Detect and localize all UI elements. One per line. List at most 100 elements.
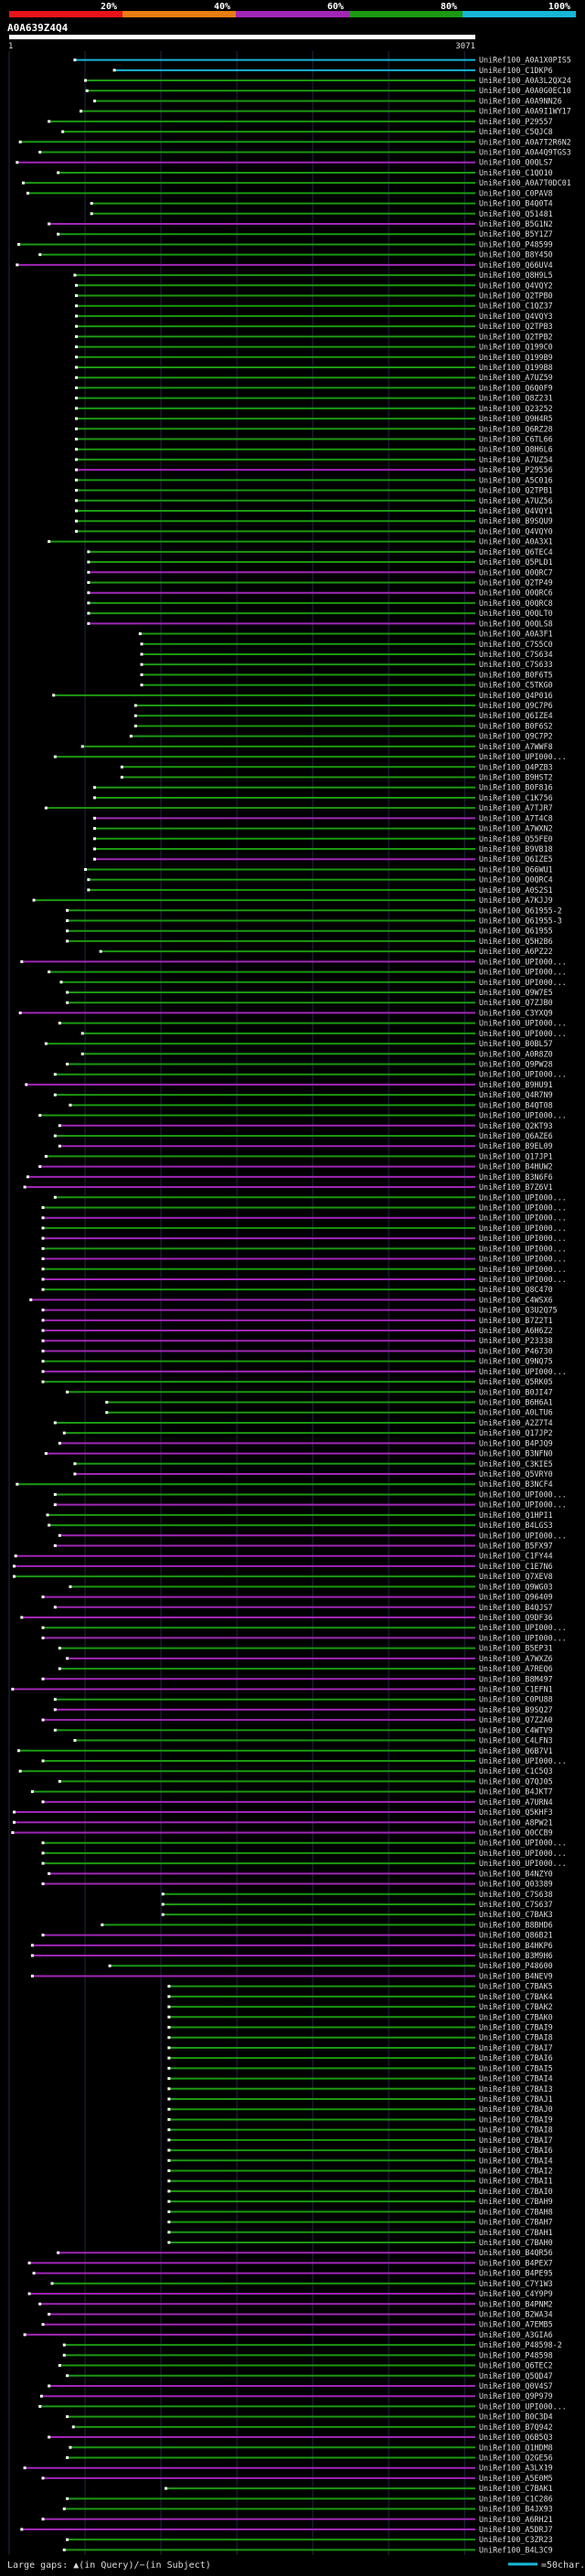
hit-label[interactable]: UniRef100_B4QR56 bbox=[479, 2248, 553, 2257]
hit-label[interactable]: UniRef100_C7S633 bbox=[479, 660, 553, 669]
hit-label[interactable]: UniRef100_C3ZR23 bbox=[479, 2535, 553, 2544]
hit-label[interactable]: UniRef100_C7BAI7 bbox=[479, 2043, 553, 2052]
hit-label[interactable]: UniRef100_C1QZ37 bbox=[479, 302, 553, 311]
hit-label[interactable]: UniRef100_C7BAI4 bbox=[479, 2074, 553, 2083]
hit-label[interactable]: UniRef100_C1C286 bbox=[479, 2494, 553, 2503]
hit-label[interactable]: UniRef100_Q6B5Q3 bbox=[479, 2433, 553, 2442]
hit-label[interactable]: UniRef100_A0A9I1WY17 bbox=[479, 107, 571, 116]
hit-label[interactable]: UniRef100_Q6RZ28 bbox=[479, 424, 553, 433]
hit-label[interactable]: UniRef100_Q03389 bbox=[479, 1880, 553, 1889]
hit-label[interactable]: UniRef100_Q0CCB9 bbox=[479, 1828, 553, 1837]
hit-label[interactable]: UniRef100_A0R8Z0 bbox=[479, 1049, 553, 1058]
hit-label[interactable]: UniRef100_A5DRJ7 bbox=[479, 2525, 553, 2534]
hit-label[interactable]: UniRef100_UPI000... bbox=[479, 2401, 567, 2411]
hit-label[interactable]: UniRef100_C7BAH7 bbox=[479, 2218, 553, 2227]
hit-label[interactable]: UniRef100_C1FY44 bbox=[479, 1552, 553, 1561]
hit-label[interactable]: UniRef100_B3NCF4 bbox=[479, 1479, 553, 1489]
hit-label[interactable]: UniRef100_C7BAK5 bbox=[479, 1982, 553, 1991]
hit-label[interactable]: UniRef100_C7BAI9 bbox=[479, 2023, 553, 2032]
hit-label[interactable]: UniRef100_Q96409 bbox=[479, 1593, 553, 1602]
hit-label[interactable]: UniRef100_C7BAK1 bbox=[479, 2484, 553, 2493]
hit-label[interactable]: UniRef100_B7Z2T1 bbox=[479, 1316, 553, 1325]
hit-label[interactable]: UniRef100_C1C5Q3 bbox=[479, 1766, 553, 1776]
hit-label[interactable]: UniRef100_C7BAI6 bbox=[479, 2146, 553, 2155]
hit-label[interactable]: UniRef100_C7BAK2 bbox=[479, 2002, 553, 2011]
hit-label[interactable]: UniRef100_P48598 bbox=[479, 2350, 553, 2359]
hit-label[interactable]: UniRef100_C6TL66 bbox=[479, 434, 553, 443]
hit-label[interactable]: UniRef100_C7BAH8 bbox=[479, 2207, 553, 2216]
hit-label[interactable]: UniRef100_B4Q0T4 bbox=[479, 199, 553, 208]
hit-label[interactable]: UniRef100_B9HST2 bbox=[479, 773, 553, 782]
hit-label[interactable]: UniRef100_B5G1N2 bbox=[479, 219, 553, 228]
hit-label[interactable]: UniRef100_A0A3L2QX24 bbox=[479, 76, 571, 85]
hit-label[interactable]: UniRef100_B4LGS3 bbox=[479, 1521, 553, 1530]
hit-label[interactable]: UniRef100_Q2TP49 bbox=[479, 578, 553, 587]
hit-label[interactable]: UniRef100_Q9DF36 bbox=[479, 1613, 553, 1622]
hit-label[interactable]: UniRef100_B9SQU9 bbox=[479, 516, 553, 525]
hit-label[interactable]: UniRef100_Q61955 bbox=[479, 927, 553, 936]
hit-label[interactable]: UniRef100_B4HUW2 bbox=[479, 1162, 553, 1171]
hit-label[interactable]: UniRef100_UPI000... bbox=[479, 1203, 567, 1212]
hit-label[interactable]: UniRef100_Q55FE0 bbox=[479, 834, 553, 843]
hit-label[interactable]: UniRef100_Q4R7N9 bbox=[479, 1090, 553, 1099]
hit-label[interactable]: UniRef100_A7UZ59 bbox=[479, 373, 553, 382]
hit-label[interactable]: UniRef100_B4PNM2 bbox=[479, 2299, 553, 2308]
hit-label[interactable]: UniRef100_P48598-2 bbox=[479, 2340, 562, 2349]
hit-label[interactable]: UniRef100_A7TJR7 bbox=[479, 803, 553, 812]
hit-label[interactable]: UniRef100_C5QJC8 bbox=[479, 127, 553, 136]
hit-label[interactable]: UniRef100_A7EMB5 bbox=[479, 2320, 553, 2329]
hit-label[interactable]: UniRef100_Q199C0 bbox=[479, 343, 553, 352]
hit-label[interactable]: UniRef100_UPI000... bbox=[479, 1756, 567, 1765]
hit-label[interactable]: UniRef100_C7BAI4 bbox=[479, 2156, 553, 2165]
hit-label[interactable]: UniRef100_Q1HPI1 bbox=[479, 1511, 553, 1520]
hit-label[interactable]: UniRef100_UPI000... bbox=[479, 1849, 567, 1858]
hit-label[interactable]: UniRef100_Q9NQ75 bbox=[479, 1357, 553, 1366]
hit-label[interactable]: UniRef100_UPI000... bbox=[479, 1633, 567, 1642]
hit-label[interactable]: UniRef100_B4JKT7 bbox=[479, 1787, 553, 1797]
hit-label[interactable]: UniRef100_Q5VRY0 bbox=[479, 1469, 553, 1479]
hit-label[interactable]: UniRef100_Q8Z231 bbox=[479, 394, 553, 403]
hit-label[interactable]: UniRef100_C7S634 bbox=[479, 650, 553, 659]
hit-label[interactable]: UniRef100_Q0QLS8 bbox=[479, 619, 553, 628]
hit-label[interactable]: UniRef100_UPI000... bbox=[479, 1234, 567, 1243]
hit-label[interactable]: UniRef100_C7Y1W3 bbox=[479, 2279, 553, 2288]
hit-label[interactable]: UniRef100_Q5QD47 bbox=[479, 2371, 553, 2380]
hit-label[interactable]: UniRef100_C7BAI8 bbox=[479, 2033, 553, 2042]
hit-label[interactable]: UniRef100_Q199B8 bbox=[479, 363, 553, 372]
hit-label[interactable]: UniRef100_Q9C7P6 bbox=[479, 701, 553, 710]
hit-label[interactable]: UniRef100_UPI000... bbox=[479, 1193, 567, 1202]
hit-label[interactable]: UniRef100_B4JX93 bbox=[479, 2505, 553, 2514]
hit-label[interactable]: UniRef100_Q5KHF3 bbox=[479, 1807, 553, 1817]
hit-label[interactable]: UniRef100_P46730 bbox=[479, 1346, 553, 1355]
hit-label[interactable]: UniRef100_P23338 bbox=[479, 1336, 553, 1345]
hit-label[interactable]: UniRef100_B3M9H6 bbox=[479, 1951, 553, 1960]
hit-label[interactable]: UniRef100_B0F816 bbox=[479, 783, 553, 792]
hit-label[interactable]: UniRef100_C4WTV9 bbox=[479, 1725, 553, 1734]
hit-label[interactable]: UniRef100_B4HKP6 bbox=[479, 1941, 553, 1950]
hit-label[interactable]: UniRef100_Q7ZJB0 bbox=[479, 998, 553, 1007]
hit-label[interactable]: UniRef100_Q2TPB3 bbox=[479, 322, 553, 331]
hit-label[interactable]: UniRef100_Q9P979 bbox=[479, 2391, 553, 2401]
hit-label[interactable]: UniRef100_Q4VQY2 bbox=[479, 281, 553, 290]
hit-label[interactable]: UniRef100_Q6B7V1 bbox=[479, 1746, 553, 1755]
hit-label[interactable]: UniRef100_A0A9NN26 bbox=[479, 96, 562, 105]
hit-label[interactable]: UniRef100_B6H6A1 bbox=[479, 1398, 553, 1407]
hit-label[interactable]: UniRef100_C5TKG0 bbox=[479, 681, 553, 690]
hit-label[interactable]: UniRef100_Q5H2B6 bbox=[479, 937, 553, 946]
hit-label[interactable]: UniRef100_B8Y450 bbox=[479, 250, 553, 260]
hit-label[interactable]: UniRef100_Q0QRC4 bbox=[479, 875, 553, 885]
hit-label[interactable]: UniRef100_UPI000... bbox=[479, 1255, 567, 1264]
hit-label[interactable]: UniRef100_B7Q942 bbox=[479, 2422, 553, 2432]
hit-label[interactable]: UniRef100_Q9WG03 bbox=[479, 1582, 553, 1591]
hit-label[interactable]: UniRef100_B0C3D4 bbox=[479, 2412, 553, 2422]
hit-label[interactable]: UniRef100_UPI000... bbox=[479, 1500, 567, 1510]
hit-label[interactable]: UniRef100_B9VB18 bbox=[479, 844, 553, 853]
hit-label[interactable]: UniRef100_A7T4C8 bbox=[479, 813, 553, 822]
hit-label[interactable]: UniRef100_UPI000... bbox=[479, 978, 567, 987]
hit-label[interactable]: UniRef100_Q4P016 bbox=[479, 691, 553, 700]
hit-label[interactable]: UniRef100_UPI000... bbox=[479, 1265, 567, 1274]
hit-label[interactable]: UniRef100_Q2TPB2 bbox=[479, 332, 553, 341]
hit-label[interactable]: UniRef100_Q66WU1 bbox=[479, 864, 553, 874]
hit-label[interactable]: UniRef100_UPI000... bbox=[479, 1623, 567, 1632]
hit-label[interactable]: UniRef100_Q8H9L5 bbox=[479, 270, 553, 280]
